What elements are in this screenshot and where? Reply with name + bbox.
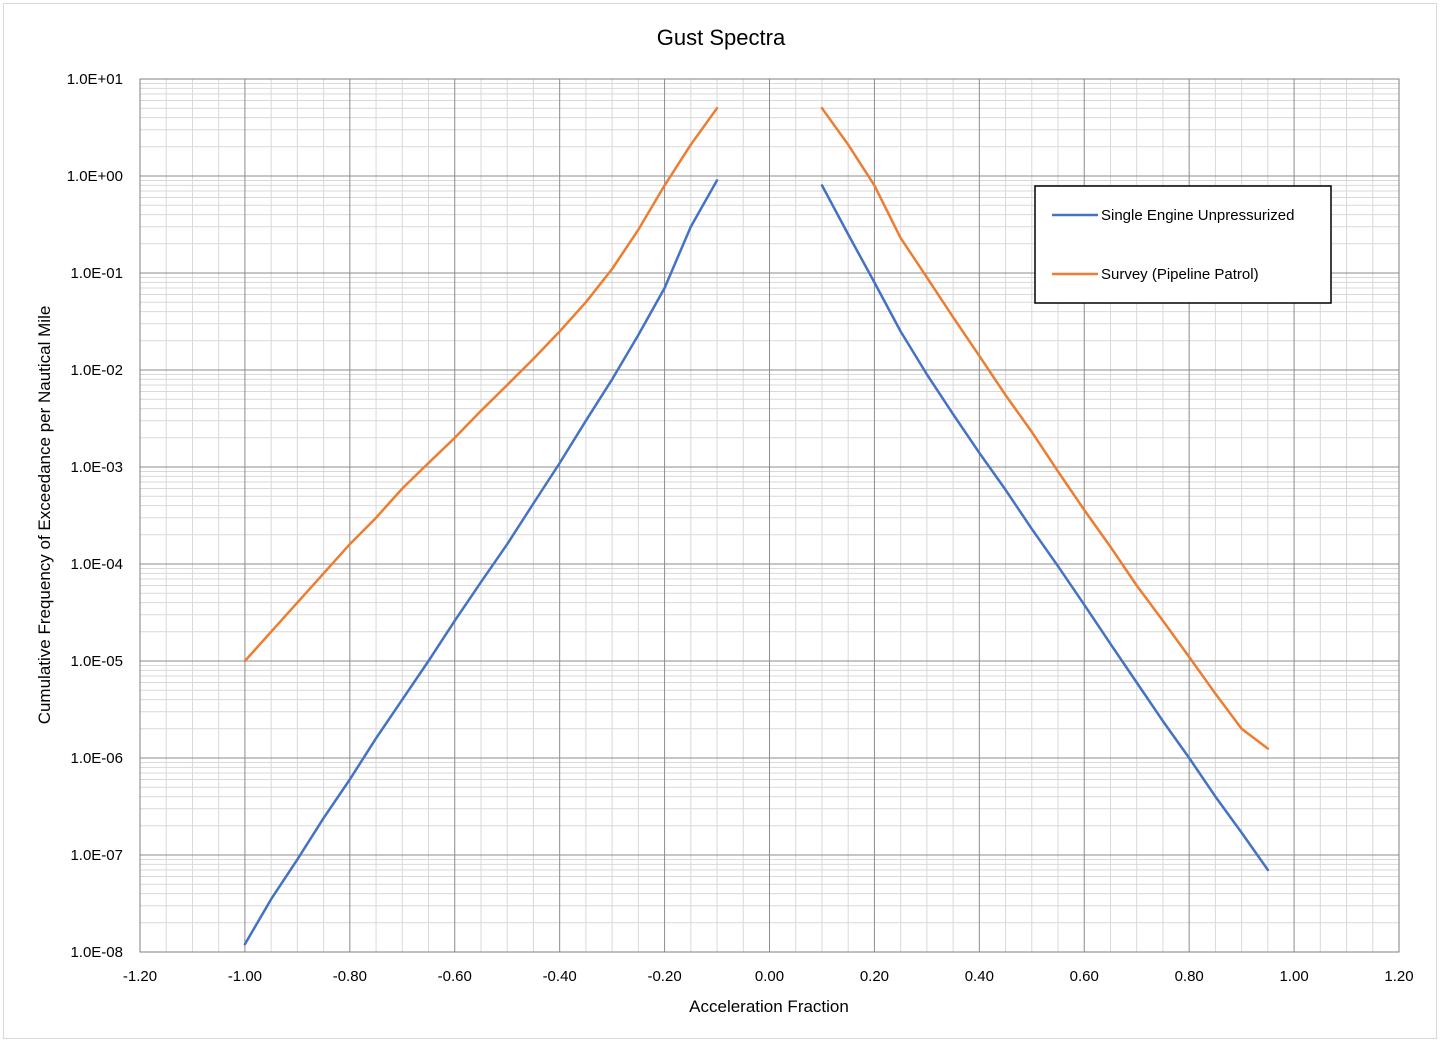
y-tick-label: 1.0E-06 (70, 750, 123, 767)
series-line-single-engine-unpressurized-positive (820, 184, 1270, 872)
series-line-survey-pipeline-patrol-negative (243, 106, 719, 663)
x-tick-label: -0.80 (333, 968, 367, 985)
chart-title: Gust Spectra (657, 25, 786, 50)
legend-label-single-engine-unpressurized: Single Engine Unpressurized (1101, 207, 1294, 224)
x-tick-label: 1.00 (1279, 968, 1308, 985)
x-tick-label: -0.60 (438, 968, 472, 985)
legend-box (1034, 185, 1332, 304)
y-tick-label: 1.0E-05 (70, 653, 123, 670)
x-tick-label: 0.40 (965, 968, 994, 985)
x-tick-label: 0.60 (1070, 968, 1099, 985)
series-line-single-engine-unpressurized-negative (243, 179, 719, 946)
legend-label-survey-pipeline-patrol: Survey (Pipeline Patrol) (1101, 266, 1259, 283)
x-tick-label: 0.20 (860, 968, 889, 985)
y-tick-label: 1.0E-08 (70, 944, 123, 961)
legend: Single Engine Unpressurized Survey (Pipe… (1034, 185, 1332, 304)
x-tick-label: 0.00 (755, 968, 784, 985)
x-tick-label: -1.00 (228, 968, 262, 985)
x-tick-label: -1.20 (123, 968, 157, 985)
y-tick-label: 1.0E+01 (67, 71, 123, 88)
y-tick-label: 1.0E-01 (70, 265, 123, 282)
x-tick-label: -0.40 (543, 968, 577, 985)
y-axis-label: Cumulative Frequency of Exceedance per N… (35, 306, 54, 725)
plot-area-border (139, 78, 1400, 953)
x-tick-label: 1.20 (1384, 968, 1413, 985)
series-line-survey-pipeline-patrol-positive (820, 106, 1270, 750)
y-axis-tick-labels: 1.0E-08 1.0E-07 1.0E-06 1.0E-05 1.0E-04 1.0E-… (67, 71, 123, 961)
x-tick-label: -0.20 (647, 968, 681, 985)
x-axis-label: Acceleration Fraction (689, 997, 849, 1016)
y-tick-label: 1.0E+00 (67, 168, 123, 185)
y-tick-label: 1.0E-03 (70, 459, 123, 476)
x-axis-tick-labels: -1.20 -1.00 -0.80 -0.60 -0.40 -0.20 0.00 0.20 0.… (123, 968, 1414, 985)
y-tick-label: 1.0E-04 (70, 556, 123, 573)
series-lines (243, 106, 1270, 946)
chart-frame (3, 3, 1437, 1039)
y-tick-label: 1.0E-02 (70, 362, 123, 379)
y-tick-label: 1.0E-07 (70, 847, 123, 864)
x-tick-label: 0.80 (1175, 968, 1204, 985)
